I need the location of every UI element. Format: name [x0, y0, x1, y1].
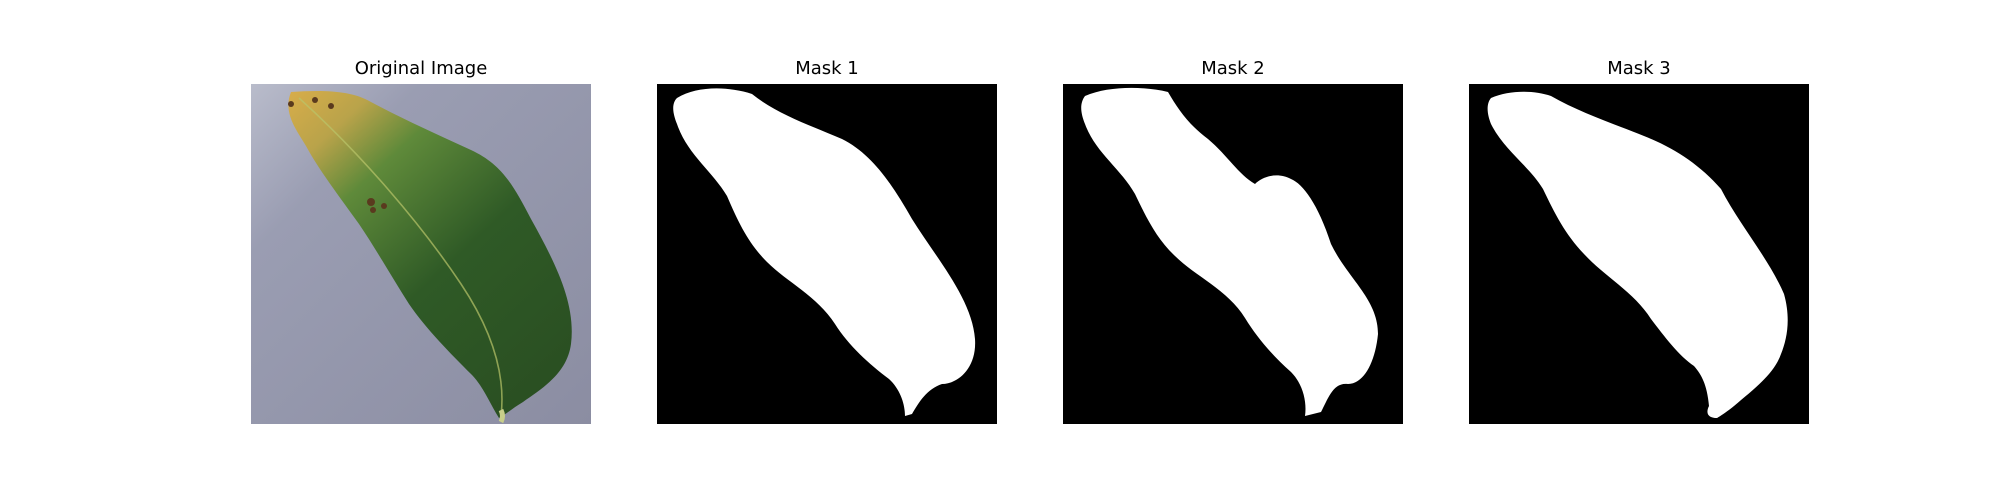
leaf-midrib	[298, 97, 503, 417]
mask-region	[1081, 87, 1378, 417]
leaf-stem	[498, 408, 505, 424]
mask-region	[1487, 91, 1788, 419]
leaf-shape	[288, 91, 572, 419]
mask-region	[673, 88, 976, 416]
panel-title: Mask 1	[795, 58, 859, 79]
mask-1-image	[657, 84, 997, 424]
mask-3-image	[1469, 84, 1809, 424]
leaf-spot	[312, 97, 318, 103]
leaf-spot	[381, 203, 387, 209]
panel-title: Mask 3	[1607, 58, 1671, 79]
leaf-spot	[328, 103, 334, 109]
panel-title: Original Image	[354, 58, 488, 79]
leaf-spot	[370, 207, 376, 213]
panel-title: Mask 2	[1201, 58, 1265, 79]
original-leaf-image	[251, 84, 591, 424]
mask-2-image	[1063, 84, 1403, 424]
leaf-spot	[288, 101, 294, 107]
leaf-spot	[367, 198, 375, 206]
